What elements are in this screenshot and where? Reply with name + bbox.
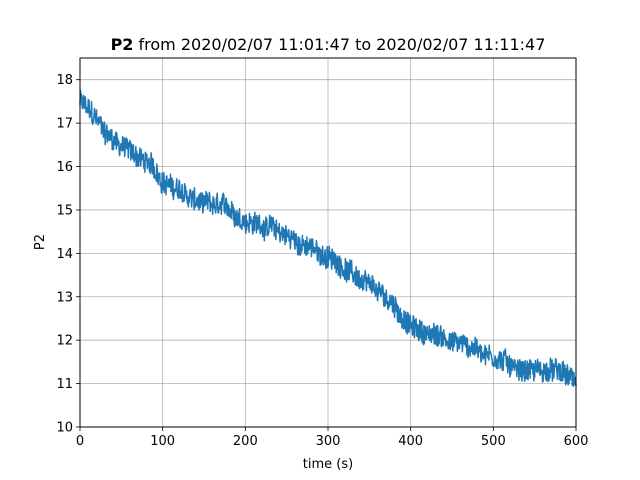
x-tick-label: 300 bbox=[316, 434, 341, 449]
chart-title-rest: from 2020/02/07 11:01:47 to 2020/02/07 1… bbox=[133, 35, 545, 54]
grid bbox=[79, 58, 577, 428]
x-tick-label: 100 bbox=[150, 434, 175, 449]
chart-title: P2 from 2020/02/07 11:01:47 to 2020/02/0… bbox=[111, 35, 546, 54]
ticks: 0 100 200 300 400 500 600 10 11 12 13 14 15 16 17 18 bbox=[56, 73, 588, 449]
y-tick-label: 17 bbox=[56, 117, 73, 132]
series-layer bbox=[79, 89, 577, 387]
y-tick-label: 11 bbox=[56, 377, 73, 392]
x-tick-label: 600 bbox=[564, 434, 589, 449]
chart-title-bold: P2 bbox=[111, 35, 134, 54]
y-tick-label: 16 bbox=[56, 160, 73, 175]
y-tick-label: 14 bbox=[56, 247, 73, 262]
series-line bbox=[79, 89, 577, 387]
x-axis-label: time (s) bbox=[303, 457, 353, 472]
y-tick-label: 18 bbox=[56, 73, 73, 88]
x-tick-label: 500 bbox=[481, 434, 506, 449]
x-tick-label: 200 bbox=[233, 434, 258, 449]
x-tick-label: 0 bbox=[76, 434, 84, 449]
x-tick-label: 400 bbox=[398, 434, 423, 449]
y-tick-label: 15 bbox=[56, 203, 73, 218]
y-axis-label: P2 bbox=[33, 234, 48, 250]
y-tick-label: 10 bbox=[56, 421, 73, 436]
y-tick-label: 12 bbox=[56, 334, 73, 349]
y-tick-label: 13 bbox=[56, 290, 73, 305]
